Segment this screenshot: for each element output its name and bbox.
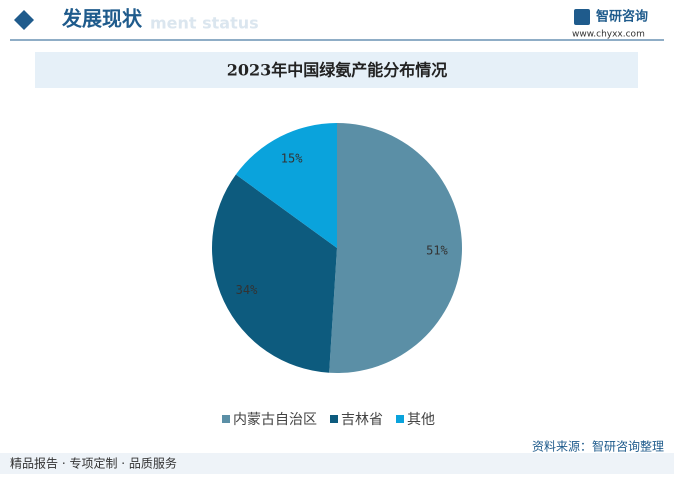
legend-swatch [222,415,230,423]
pie: 51% 34% 15% [212,123,462,373]
legend-label: 其他 [407,412,435,428]
logo-text: 智研咨询 [596,9,648,25]
legend-label: 内蒙古自治区 [233,412,317,428]
header-subtitle: ment status [150,14,259,33]
legend: 内蒙古自治区 吉林省 其他 [222,412,435,428]
footer-band [0,453,674,474]
pie-slice [212,174,337,373]
header-icon [14,10,34,30]
footer-source: 资料来源：智研咨询整理 [532,439,664,454]
legend-label: 吉林省 [341,412,383,428]
pie-slice [329,123,462,373]
data-label: 51% [426,244,448,258]
footer-left: 精品报告 · 专项定制 · 品质服务 [10,456,177,471]
legend-swatch [330,415,338,423]
data-label: 15% [281,151,303,165]
legend-swatch [396,415,404,423]
data-label: 34% [236,283,258,297]
chart-title: 2023年中国绿氨产能分布情况 [227,61,448,80]
pie-slice [235,123,337,248]
logo-icon [574,9,590,25]
logo-url: www.chyxx.com [572,30,645,40]
header-title: 发展现状 [61,7,143,31]
title-band [35,52,638,88]
